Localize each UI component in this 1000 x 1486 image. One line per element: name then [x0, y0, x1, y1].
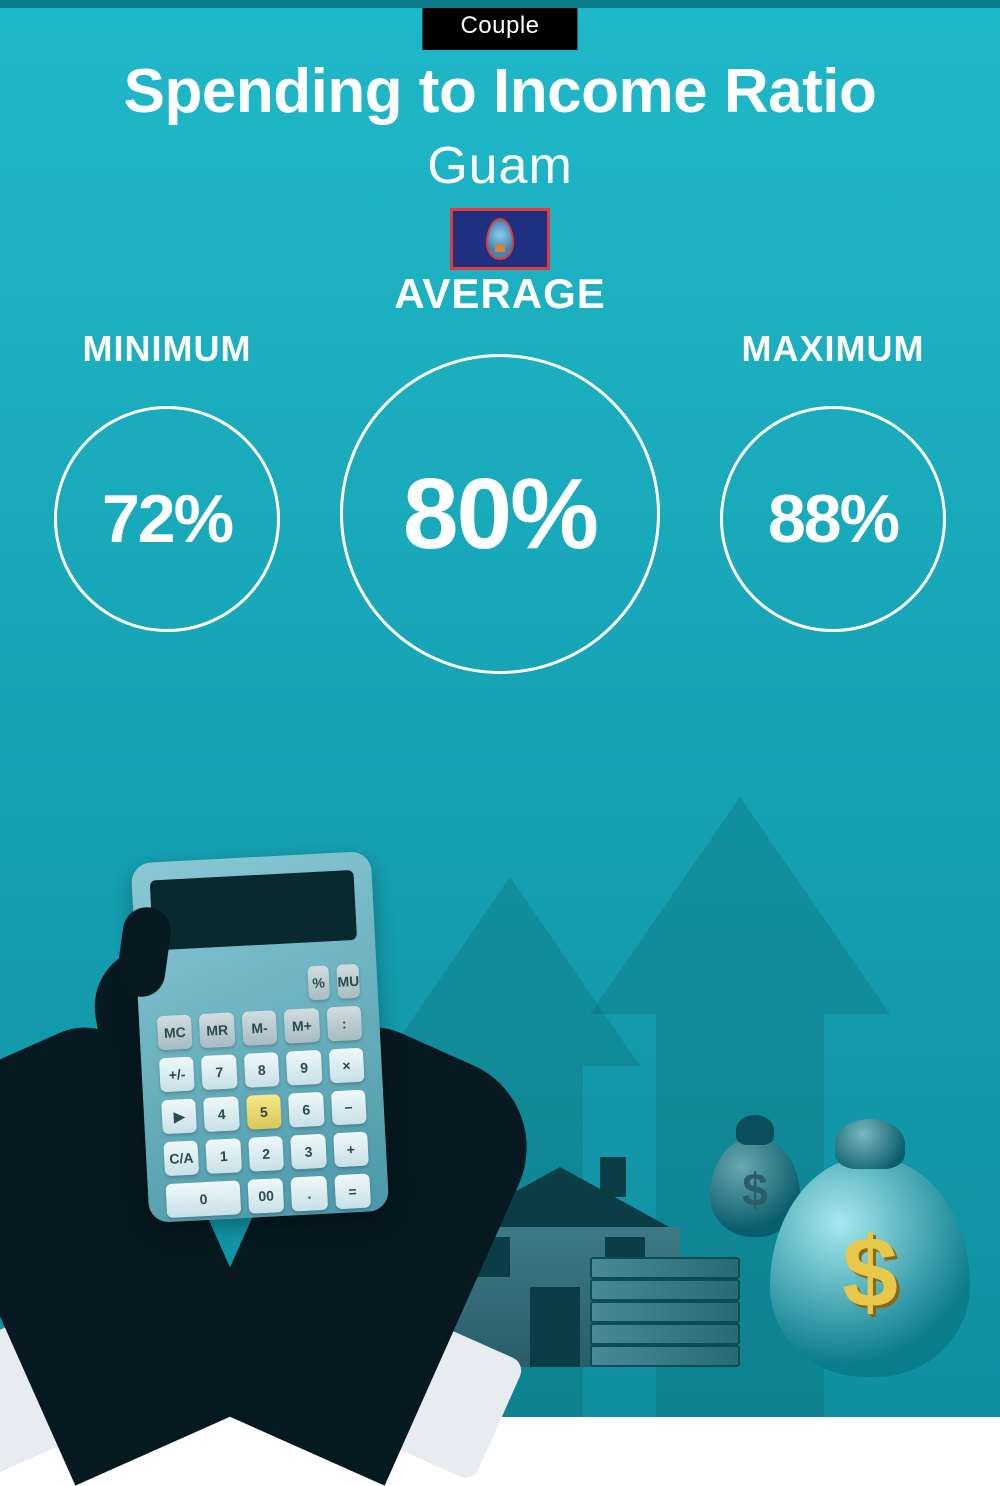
calc-btn: C/A — [163, 1140, 199, 1176]
illustration-area: $ $ %MU MC MR M- M+ : +/- 7 8 9 × — [0, 777, 1000, 1417]
stats-row: MINIMUM 72% AVERAGE 80% MAXIMUM 88% — [0, 328, 1000, 674]
dollar-sign-icon: $ — [742, 1163, 768, 1217]
stat-minimum: MINIMUM 72% — [54, 328, 280, 632]
calc-btn: . — [291, 1176, 328, 1212]
calc-btn: 2 — [248, 1136, 284, 1172]
infographic-page: Couple Spending to Income Ratio Guam MIN… — [0, 0, 1000, 1417]
category-tab: Couple — [422, 8, 577, 50]
calc-btn: 1 — [206, 1138, 242, 1174]
stat-average-label: AVERAGE — [394, 270, 606, 318]
stat-maximum-label: MAXIMUM — [742, 328, 925, 370]
calc-btn: − — [331, 1090, 367, 1126]
calc-btn: : — [326, 1006, 362, 1042]
calc-btn: % — [307, 965, 330, 1000]
calc-btn: MC — [157, 1015, 193, 1051]
calculator-screen — [150, 870, 357, 951]
stat-minimum-label: MINIMUM — [83, 328, 252, 370]
location-subtitle: Guam — [0, 136, 1000, 196]
calc-btn: 4 — [204, 1096, 240, 1132]
calc-btn: ▶ — [161, 1098, 197, 1134]
main-title: Spending to Income Ratio — [0, 56, 1000, 127]
calc-btn: 0 — [166, 1180, 242, 1218]
calc-btn: 5 — [246, 1094, 282, 1130]
calc-btn: = — [334, 1173, 371, 1209]
stat-maximum: MAXIMUM 88% — [720, 328, 946, 632]
calc-btn: MR — [199, 1012, 235, 1048]
stat-minimum-value: 72% — [102, 480, 232, 558]
calc-btn: MU — [337, 964, 361, 999]
calc-btn: 6 — [288, 1092, 324, 1128]
calc-btn: M+ — [284, 1008, 320, 1044]
stat-average: AVERAGE 80% — [340, 270, 660, 674]
calc-btn: 8 — [244, 1052, 280, 1088]
dollar-sign-icon: $ — [842, 1215, 898, 1330]
calc-btn: 3 — [290, 1134, 326, 1170]
stat-maximum-circle: 88% — [720, 406, 946, 632]
calc-btn: M- — [241, 1010, 277, 1046]
calculator-icon: %MU MC MR M- M+ : +/- 7 8 9 × ▶ 4 5 6 − — [131, 851, 390, 1223]
stat-average-value: 80% — [403, 457, 597, 572]
calc-btn: + — [333, 1132, 369, 1168]
calc-btn: 7 — [201, 1054, 237, 1090]
calc-btn: +/- — [159, 1057, 195, 1093]
cash-stack-icon — [590, 1247, 740, 1367]
stat-average-circle: 80% — [340, 354, 660, 674]
stat-minimum-circle: 72% — [54, 406, 280, 632]
calc-btn: 9 — [286, 1050, 322, 1086]
calc-btn: × — [328, 1048, 364, 1084]
calc-btn: 00 — [248, 1178, 285, 1214]
guam-flag-icon — [450, 208, 550, 270]
stat-maximum-value: 88% — [768, 480, 898, 558]
flag-seal-icon — [486, 218, 514, 260]
